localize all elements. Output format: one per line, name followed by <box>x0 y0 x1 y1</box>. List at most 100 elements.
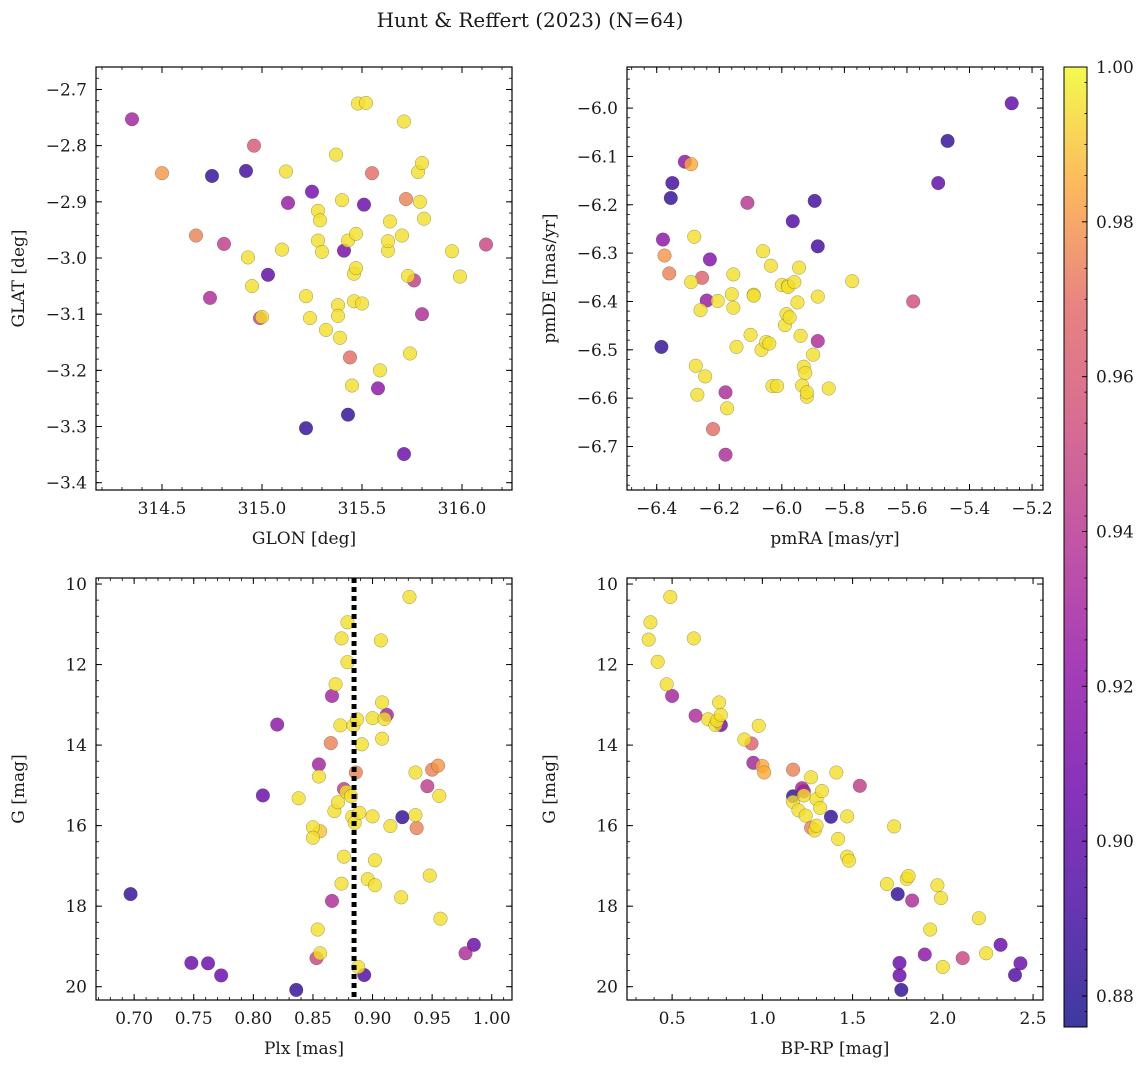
scatter-point <box>275 242 290 257</box>
scatter-point <box>934 891 949 906</box>
scatter-point <box>357 197 372 212</box>
x-tick-label: 1.00 <box>473 1009 511 1029</box>
scatter-point <box>887 819 902 834</box>
scatter-point <box>792 260 807 275</box>
y-tick-label: −6.5 <box>577 341 618 361</box>
ylabel-pmde: pmDE [mas/yr] <box>540 213 560 343</box>
xlabel-bprp: BP-RP [mag] <box>781 1039 890 1059</box>
scatter-point <box>291 791 306 806</box>
scatter-point <box>397 447 412 462</box>
scatter-point <box>785 214 800 229</box>
y-tick-label: −2.8 <box>46 137 87 157</box>
scatter-point <box>740 195 755 210</box>
scatter-point <box>743 327 758 342</box>
scatter-point <box>663 191 678 206</box>
y-tick-label: −3.3 <box>46 418 87 438</box>
scatter-point <box>663 589 678 604</box>
scatter-point <box>403 346 418 361</box>
x-tick-label: −5.4 <box>949 499 990 519</box>
scatter-point <box>821 381 836 396</box>
scatter-point <box>433 911 448 926</box>
xlabel-pmra: pmRA [mas/yr] <box>770 529 899 549</box>
scatter-point <box>365 711 380 726</box>
x-tick-label: 315.5 <box>338 499 387 519</box>
x-tick-label: 0.5 <box>659 1009 686 1029</box>
scatter-point <box>417 211 432 226</box>
scatter-point <box>712 695 727 710</box>
panel-plx-g: Plx [mas] G [mag] 0.70 0.75 0.80 0.85 0.90 0.… <box>9 575 513 1059</box>
scatter-point <box>340 615 355 630</box>
scatter-point <box>333 718 348 733</box>
scatter-point <box>654 339 669 354</box>
scatter-point <box>1013 956 1028 971</box>
scatter-point <box>688 708 703 723</box>
scatter-point <box>204 168 219 183</box>
scatter-point <box>354 737 369 752</box>
scatter-point <box>281 195 296 210</box>
scatter-point <box>720 401 735 416</box>
scatter-point <box>840 809 855 824</box>
scatter-point <box>806 347 821 362</box>
scatter-point <box>299 289 314 304</box>
scatter-point <box>422 868 437 883</box>
scatter-point <box>415 156 430 171</box>
x-tick-label: −5.8 <box>824 499 865 519</box>
scatter-point <box>823 809 838 824</box>
x-tick-label: 0.90 <box>354 1009 392 1029</box>
scatter-point <box>330 795 345 810</box>
xlabel-glon: GLON [deg] <box>252 529 356 549</box>
scatter-point <box>756 244 771 259</box>
y-tick-label: −3.4 <box>46 474 87 494</box>
scatter-point <box>905 893 920 908</box>
xlabel-plx: Plx [mas] <box>264 1039 344 1059</box>
scatter-point <box>254 309 269 324</box>
x-tick-label: −6.0 <box>761 499 802 519</box>
y-tick-label: −6.3 <box>577 244 618 264</box>
y-tick-label: −6.4 <box>577 292 618 312</box>
scatter-point <box>201 956 216 971</box>
colorbar-tick-label: 0.98 <box>1096 213 1134 233</box>
scatter-point <box>334 876 349 891</box>
scatter-point <box>402 589 417 604</box>
scatter-point <box>373 633 388 648</box>
y-tick-label: −6.2 <box>577 196 618 216</box>
scatter-point <box>313 946 328 961</box>
scatter-point <box>270 717 285 732</box>
scatter-point <box>770 379 785 394</box>
scatter-point <box>202 290 217 305</box>
y-tick-label: 16 <box>596 817 618 837</box>
scatter-point <box>724 287 739 302</box>
scatter-point <box>718 447 733 462</box>
y-tick-label: 16 <box>65 817 87 837</box>
x-tick-label: 316.0 <box>438 499 487 519</box>
scatter-point <box>383 819 398 834</box>
scatter-point <box>665 176 680 191</box>
scatter-point <box>331 308 346 323</box>
x-tick-label: 0.80 <box>234 1009 272 1029</box>
scatter-point <box>349 261 364 276</box>
x-tick-label: 2.5 <box>1020 1009 1047 1029</box>
scatter-point <box>729 339 744 354</box>
ylabel-glat: GLAT [deg] <box>9 229 29 327</box>
scatter-point <box>931 176 946 191</box>
scatter-point <box>845 274 860 289</box>
scatter-point <box>798 808 813 823</box>
scatter-point <box>319 322 334 337</box>
colorbar-tick-label: 0.90 <box>1096 832 1134 852</box>
scatter-point <box>906 294 921 309</box>
scatter-point <box>804 770 819 785</box>
y-tick-label: 10 <box>596 575 618 595</box>
plot-frame <box>626 66 1044 491</box>
scatter-point <box>305 184 320 199</box>
scatter-point <box>345 378 360 393</box>
scatter-point <box>641 632 656 647</box>
scatter-point <box>702 252 717 267</box>
scatter-point <box>841 853 856 868</box>
scatter-point <box>763 258 778 273</box>
scatter-point <box>687 229 702 244</box>
y-tick-label: 20 <box>65 978 87 998</box>
scatter-point <box>453 269 468 284</box>
scatter-point <box>240 250 255 265</box>
scatter-point <box>650 654 665 669</box>
scatter-point <box>901 868 916 883</box>
